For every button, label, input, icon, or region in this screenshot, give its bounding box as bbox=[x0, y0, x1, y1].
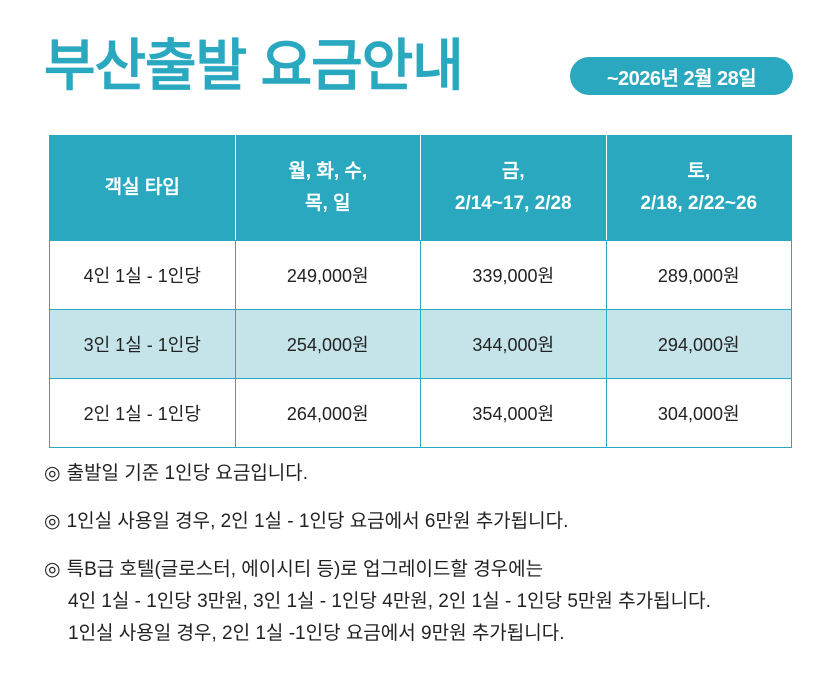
price-cell: 264,000원 bbox=[234, 378, 421, 448]
header-friday: 금, 2/14~17, 2/28 bbox=[420, 135, 607, 241]
table-row: 3인 1실 - 1인당 254,000원 344,000원 294,000원 bbox=[49, 309, 792, 379]
double-circle-icon: ◎ bbox=[44, 511, 61, 532]
period-badge: ~2026년 2월 28일 bbox=[570, 57, 793, 95]
note-subtext: 4인 1실 - 1인당 3만원, 3인 1실 - 1인당 4만원, 2인 1실 … bbox=[68, 591, 711, 612]
notes-list: ◎ 출발일 기준 1인당 요금입니다. ◎ 1인실 사용일 경우, 2인 1실 - … bbox=[44, 458, 711, 666]
price-cell: 344,000원 bbox=[420, 309, 607, 379]
header-text: 2/18, 2/22~26 bbox=[640, 193, 758, 214]
price-cell: 339,000원 bbox=[420, 240, 607, 310]
header-weekday: 월, 화, 수, 목, 일 bbox=[234, 135, 421, 241]
price-cell: 254,000원 bbox=[234, 309, 421, 379]
note-text: 1인실 사용일 경우, 2인 1실 - 1인당 요금에서 6만원 추가됩니다. bbox=[66, 511, 569, 532]
price-table: 객실 타입 월, 화, 수, 목, 일 금, 2/14~17, 2/28 토, 2/1… bbox=[49, 135, 792, 448]
header-text: 월, 화, 수, bbox=[288, 161, 368, 182]
header-text: 2/14~17, 2/28 bbox=[454, 193, 572, 214]
page-title: 부산출발 요금안내 bbox=[44, 34, 464, 97]
double-circle-icon: ◎ bbox=[44, 559, 61, 580]
table-row: 4인 1실 - 1인당 249,000원 339,000원 289,000원 bbox=[49, 240, 792, 310]
room-type-cell: 4인 1실 - 1인당 bbox=[49, 240, 236, 310]
double-circle-icon: ◎ bbox=[44, 463, 61, 484]
header-text: 토, bbox=[687, 161, 711, 182]
header-text: 객실 타입 bbox=[104, 177, 180, 198]
note-text: 출발일 기준 1인당 요금입니다. bbox=[66, 463, 309, 484]
header-room-type: 객실 타입 bbox=[49, 135, 236, 241]
price-cell: 289,000원 bbox=[605, 240, 792, 310]
header-saturday: 토, 2/18, 2/22~26 bbox=[605, 135, 792, 241]
price-cell: 249,000원 bbox=[234, 240, 421, 310]
price-cell: 304,000원 bbox=[605, 378, 792, 448]
note-text: 특B급 호텔(글로스터, 에이시티 등)로 업그레이드할 경우에는 bbox=[66, 559, 544, 580]
room-type-cell: 2인 1실 - 1인당 bbox=[49, 378, 236, 448]
table-row: 2인 1실 - 1인당 264,000원 354,000원 304,000원 bbox=[49, 378, 792, 448]
table-header-row: 객실 타입 월, 화, 수, 목, 일 금, 2/14~17, 2/28 토, 2/1… bbox=[49, 135, 792, 241]
note-subtext: 1인실 사용일 경우, 2인 1실 -1인당 요금에서 9만원 추가됩니다. bbox=[68, 623, 565, 644]
note-item: ◎ 특B급 호텔(글로스터, 에이시티 등)로 업그레이드할 경우에는 4인 1실… bbox=[44, 554, 711, 650]
header-text: 목, 일 bbox=[304, 193, 351, 214]
note-item: ◎ 1인실 사용일 경우, 2인 1실 - 1인당 요금에서 6만원 추가됩니다. bbox=[44, 506, 711, 538]
header-text: 금, bbox=[501, 161, 525, 182]
price-cell: 354,000원 bbox=[420, 378, 607, 448]
room-type-cell: 3인 1실 - 1인당 bbox=[49, 309, 236, 379]
note-item: ◎ 출발일 기준 1인당 요금입니다. bbox=[44, 458, 711, 490]
price-cell: 294,000원 bbox=[605, 309, 792, 379]
